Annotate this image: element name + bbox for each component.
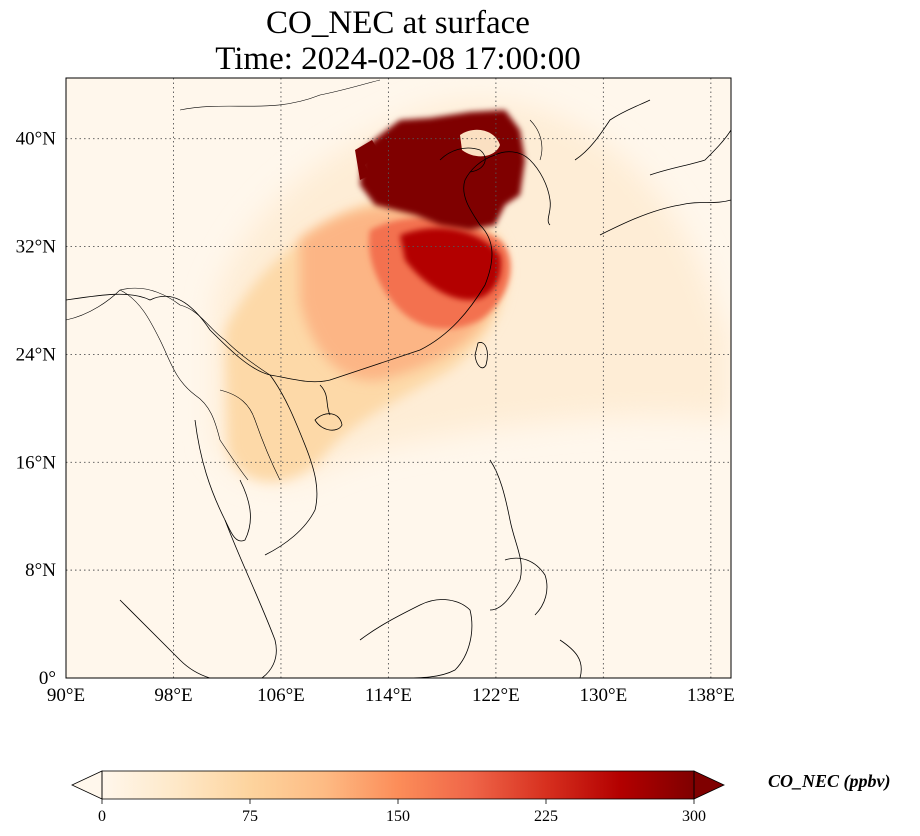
taiwan-coast <box>474 342 488 369</box>
colorbar-tick-label: 0 <box>98 808 106 825</box>
longitude-tick-label: 130°E <box>580 685 628 706</box>
map-title: CO_NEC at surface <box>266 5 530 41</box>
latitude-tick-label: 16°N <box>16 452 57 473</box>
latitude-tick-labels: 0° 8°N 16°N 24°N 32°N 40°N <box>16 129 57 689</box>
longitude-tick-label: 90°E <box>47 685 85 706</box>
china-coast <box>66 151 531 383</box>
latitude-tick-label: 24°N <box>16 344 57 365</box>
sumatra-coast <box>119 599 211 678</box>
sulawesi-coast <box>559 639 582 678</box>
colorbar-extend-min <box>71 770 103 800</box>
japan-coast <box>599 199 731 236</box>
border-myanmar-thailand <box>119 289 221 441</box>
korea-east-coast <box>574 99 651 161</box>
colorbar-ticks: 0 75 150 225 300 <box>98 799 706 825</box>
map-frame <box>65 77 732 679</box>
border-china-south <box>66 287 271 376</box>
yangtze-core <box>400 227 501 300</box>
colorbar-tick-label: 300 <box>682 808 706 825</box>
longitude-tick-label: 114°E <box>365 685 412 706</box>
longitude-tick-labels: 90°E 98°E 106°E 114°E 122°E 130°E 138°E <box>47 685 735 706</box>
concentration-field <box>66 78 731 678</box>
longitude-tick-label: 138°E <box>687 685 735 706</box>
longitude-tick-label: 122°E <box>472 685 520 706</box>
country-borders <box>66 79 543 481</box>
longitude-tick-label: 98°E <box>154 685 192 706</box>
border-laos-vietnam <box>219 389 281 481</box>
border-korea <box>529 119 543 161</box>
colorbar-body <box>102 771 694 799</box>
latitude-tick-label: 32°N <box>16 237 57 258</box>
colorbar-tick-label: 150 <box>386 808 410 825</box>
bohai-gap <box>460 129 500 157</box>
colorbar-label: CO_NEC (ppbv) <box>768 771 891 791</box>
latitude-tick-label: 0° <box>39 668 56 689</box>
border-cambodia <box>219 439 249 481</box>
leizhou-coast <box>319 384 331 416</box>
borneo-coast <box>359 599 473 678</box>
coastlines <box>66 99 731 678</box>
colorbar-extend-max <box>693 770 725 800</box>
hainan-coast <box>314 413 343 431</box>
colorbar-tick-label: 75 <box>242 808 258 825</box>
philippines-luzon <box>489 459 522 611</box>
plume-edge-west <box>355 140 378 180</box>
philippines-south <box>504 557 548 616</box>
bohai-coast <box>439 147 486 173</box>
korea-coast <box>529 159 551 226</box>
japan-north-coast <box>649 129 731 176</box>
vietnam-coast <box>264 374 318 556</box>
border-mongolia <box>179 79 381 111</box>
longitude-tick-label: 106°E <box>257 685 305 706</box>
gulf-of-thailand <box>224 479 251 542</box>
colorbar-tick-label: 225 <box>534 808 558 825</box>
map-time-subtitle: Time: 2024-02-08 17:00:00 <box>215 41 581 77</box>
colorbar: 0 75 150 225 300 <box>71 770 725 825</box>
gridlines <box>66 78 731 678</box>
latitude-tick-label: 40°N <box>16 129 57 150</box>
malay-peninsula <box>194 419 277 678</box>
latitude-tick-label: 8°N <box>25 560 56 581</box>
